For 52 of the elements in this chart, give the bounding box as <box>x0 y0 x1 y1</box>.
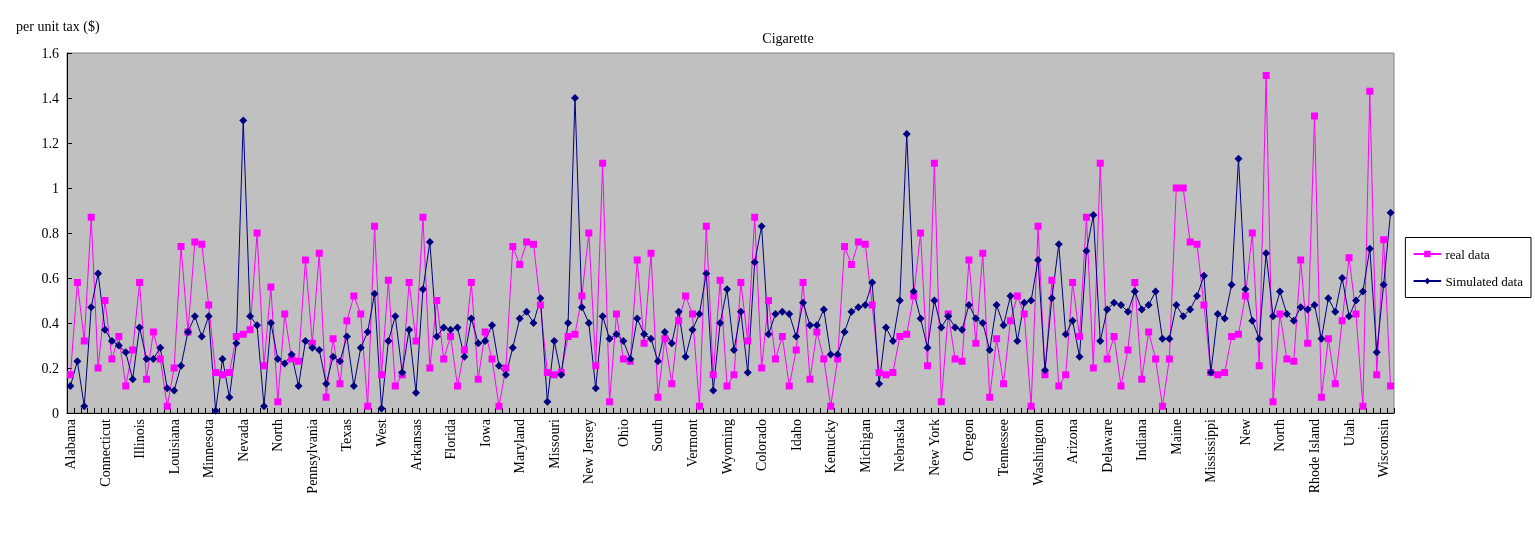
x-tick-label: Utah <box>1341 419 1357 447</box>
x-tick-label: Alabama <box>62 418 78 470</box>
x-tick-label: Illinois <box>132 419 148 459</box>
x-tick-label: Mississippi <box>1203 418 1219 483</box>
x-tick-label: New York <box>926 419 942 476</box>
x-tick-label: Texas <box>339 419 355 452</box>
x-tick-label: New <box>1237 418 1253 446</box>
x-tick-label: Indiana <box>1134 418 1150 461</box>
y-tick-label: 1.6 <box>41 45 59 61</box>
x-tick-label: North <box>1272 419 1288 452</box>
x-tick-label: Kentucky <box>823 419 839 474</box>
y-tick-label: 0 <box>52 405 59 421</box>
y-tick-label: 0.2 <box>41 360 59 376</box>
x-tick-label: New Jersey <box>581 419 597 484</box>
x-tick-label: Iowa <box>477 418 493 447</box>
x-tick-label: Nevada <box>235 418 251 462</box>
x-tick-label: Minnesota <box>201 418 217 479</box>
x-tick-label: Tennessee <box>996 419 1011 477</box>
x-tick-label: Connecticut <box>97 418 113 487</box>
x-tick-label: South <box>650 419 666 452</box>
x-tick-label: Pennsylvania <box>304 418 320 494</box>
y-tick-label: 1.4 <box>41 90 59 106</box>
x-tick-label: North <box>270 419 286 452</box>
y-tick-label: 0.4 <box>41 315 59 331</box>
x-tick-label: Colorado <box>754 419 770 472</box>
x-tick-label: West <box>373 418 389 447</box>
x-tick-label: Missouri <box>546 418 562 469</box>
y-tick-label: 1.2 <box>41 135 59 151</box>
x-tick-label: Louisiana <box>166 418 182 475</box>
x-tick-label: Rhode Island <box>1307 419 1323 494</box>
y-axis-title: per unit tax ($) <box>16 18 100 35</box>
legend-label: Simulated data <box>1445 273 1524 289</box>
y-tick-label: 1 <box>52 180 59 196</box>
x-tick-label: Michigan <box>857 419 873 473</box>
x-tick-label: Wyoming <box>719 419 735 475</box>
x-tick-label: Maryland <box>512 419 528 474</box>
x-tick-label: Washington <box>1030 419 1046 486</box>
y-tick-label: 0.6 <box>41 270 59 286</box>
legend-label: real data <box>1445 246 1490 262</box>
y-tick-label: 0.8 <box>41 225 59 241</box>
x-tick-label: Wisconsin <box>1376 419 1392 478</box>
x-tick-label: Ohio <box>615 419 631 447</box>
x-tick-label: Arizona <box>1065 418 1081 465</box>
x-tick-label: Florida <box>443 418 459 460</box>
x-tick-label: Idaho <box>788 419 804 451</box>
x-tick-label: Nebraska <box>892 418 908 472</box>
chart-title: Cigarette <box>762 30 814 46</box>
x-tick-label: Oregon <box>961 419 977 461</box>
x-tick-label: Delaware <box>1099 419 1115 473</box>
x-tick-label: Arkansas <box>408 419 424 472</box>
x-tick-label: Vermont <box>684 418 700 468</box>
x-tick-label: Maine <box>1168 419 1184 455</box>
